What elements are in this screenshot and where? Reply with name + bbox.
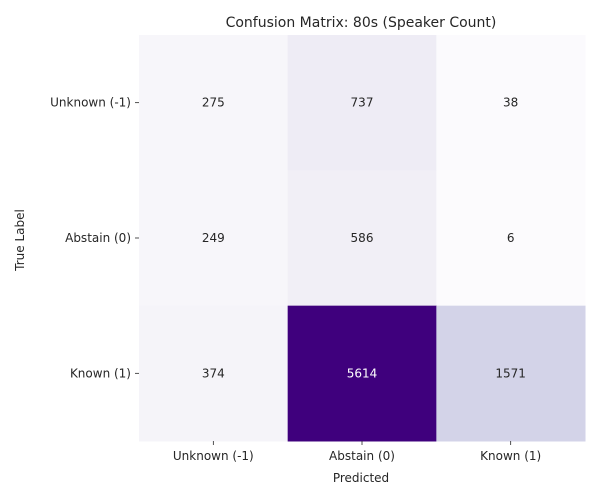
y-axis-label: True Label — [13, 209, 27, 272]
cell-value-label: 6 — [507, 231, 515, 245]
cell-value-label: 1571 — [495, 366, 526, 380]
x-axis-label: Predicted — [333, 471, 389, 485]
y-tick-label: Unknown (-1) — [50, 96, 131, 110]
x-tick-label: Known (1) — [480, 449, 541, 463]
x-axis-ticks: Unknown (-1) Abstain (0) Known (1) — [173, 440, 541, 463]
heatmap-cell — [287, 35, 437, 171]
y-tick-label: Known (1) — [70, 366, 131, 380]
y-axis-ticks: Unknown (-1) Abstain (0) Known (1) — [50, 96, 139, 380]
heatmap-cell — [436, 170, 586, 307]
cell-value-label: 249 — [202, 231, 225, 245]
cell-value-label: 586 — [351, 231, 374, 245]
heatmap-cell-labels: 275 737 38 249 586 6 374 5614 1571 — [202, 96, 526, 381]
heatmap-cell — [287, 170, 437, 307]
chart-title: Confusion Matrix: 80s (Speaker Count) — [226, 15, 497, 31]
heatmap-cell — [139, 35, 289, 171]
x-tick-label: Unknown (-1) — [173, 449, 254, 463]
heatmap-cell — [436, 305, 586, 442]
heatmap-cell — [436, 35, 586, 171]
heatmap-cell — [139, 170, 289, 307]
y-tick-label: Abstain (0) — [65, 231, 131, 245]
cell-value-label: 275 — [202, 96, 225, 110]
x-tick-label: Abstain (0) — [329, 449, 395, 463]
heatmap-cells — [139, 35, 586, 442]
cell-value-label: 38 — [503, 96, 518, 110]
cell-value-label: 5614 — [347, 366, 378, 380]
cell-value-label: 737 — [351, 96, 374, 110]
cell-value-label: 374 — [202, 366, 225, 380]
heatmap-cell — [287, 305, 437, 442]
heatmap-cell — [139, 305, 289, 442]
